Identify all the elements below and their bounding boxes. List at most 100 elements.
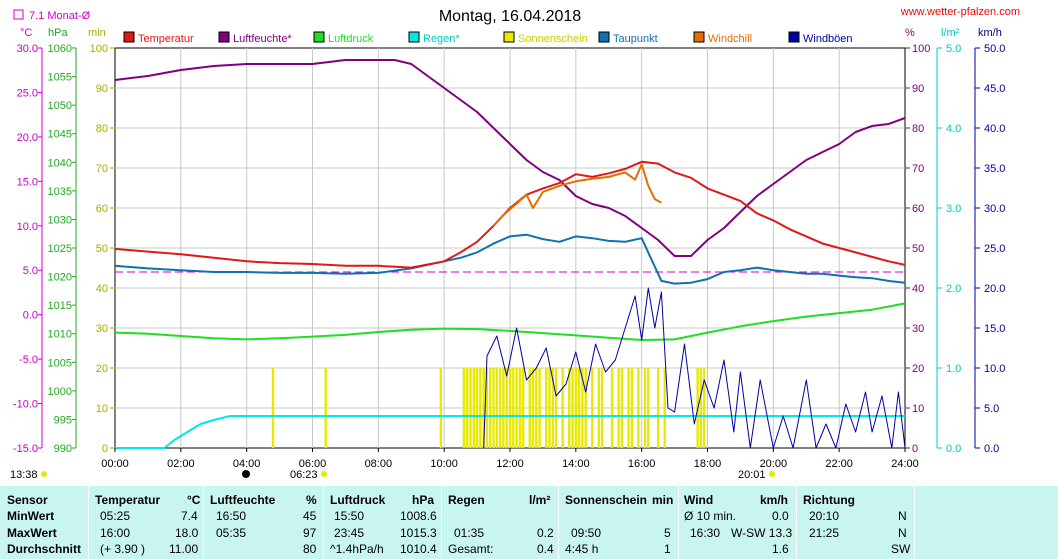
temperatur-min-val: 7.4: [181, 509, 198, 523]
sun-tick-label: 70: [96, 163, 108, 175]
pressure-tick-label: 1060: [48, 43, 72, 55]
row-label-minwert: MinWert: [7, 509, 55, 523]
sun-tick-label: 100: [90, 43, 108, 55]
wind-tick-label: 20.0: [984, 283, 1005, 295]
legend-label: Taupunkt: [613, 33, 658, 45]
rain-tick-label: 4.0: [946, 123, 961, 135]
rain-tick-label: 2.0: [946, 283, 961, 295]
wind-min-time: Ø 10 min.: [684, 509, 737, 523]
sonnenschein-header: Sonnenschein: [565, 493, 648, 507]
sunshine-bar: [591, 368, 594, 448]
pressure-unit: hPa: [48, 27, 68, 39]
website-link[interactable]: www.wetter-pfalzen.com: [900, 6, 1020, 18]
sonnenschein-avg-note: 4:45 h: [565, 542, 599, 556]
luftdruck-min-val: 1008.6: [400, 509, 437, 523]
humidity-tick-label: 10: [912, 403, 924, 415]
luftfeuchte-max-val: 97: [303, 526, 317, 540]
humidity-tick-label: 60: [912, 203, 924, 215]
sunshine-bar: [703, 368, 706, 448]
sunshine-bar: [515, 368, 518, 448]
x-tick-label: 12:00: [496, 458, 524, 470]
richtung-header: Richtung: [803, 493, 855, 507]
wind-max-val: W-SW 13.3: [731, 526, 793, 540]
sunshine-bar: [627, 368, 630, 448]
x-tick-label: 04:00: [233, 458, 261, 470]
temp-tick-label: 15.0: [17, 176, 38, 188]
sunshine-bar: [597, 368, 601, 448]
sunshine-bar: [469, 368, 472, 448]
sunshine-bar: [647, 368, 650, 448]
stats-col-richtung: Richtung 20:10 N 21:25 N SW: [797, 486, 915, 559]
pressure-tick-label: 1055: [48, 72, 72, 84]
wind-tick-label: 0.0: [984, 443, 999, 455]
sunshine-bar: [551, 368, 554, 448]
pressure-tick-label: 1015: [48, 300, 72, 312]
stats-table: Sensor MinWert MaxWert Durchschnitt Temp…: [0, 486, 1058, 559]
stats-col-luftdruck: Luftdruck hPa 15:50 1008.6 23:45 1015.3 …: [324, 486, 442, 559]
pressure-tick-label: 1030: [48, 214, 72, 226]
sonnenschein-avg-val: 1: [664, 542, 671, 556]
sunshine-bar: [535, 368, 538, 448]
richtung-max-val: N: [898, 526, 907, 540]
sunshine-bar: [568, 368, 571, 448]
sunshine-bar: [271, 368, 275, 448]
wind-tick-label: 10.0: [984, 363, 1005, 375]
sunshine-bar: [538, 368, 541, 448]
x-tick-label: 08:00: [365, 458, 393, 470]
temperatur-max-time: 16:00: [100, 526, 131, 540]
series-line-windchill: [492, 163, 662, 227]
sunshine-bar: [521, 368, 525, 448]
chart-title: Montag, 16.04.2018: [439, 8, 581, 25]
moonrise-time: 13:38: [10, 469, 38, 481]
luftfeuchte-avg-val: 80: [303, 542, 317, 556]
x-tick-label: 24:00: [891, 458, 919, 470]
pressure-tick-label: 1010: [48, 329, 72, 341]
luftdruck-header: Luftdruck: [330, 493, 386, 507]
sunshine-bar: [577, 368, 581, 448]
sunshine-bar: [324, 368, 327, 448]
richtung-max-time: 21:25: [809, 526, 840, 540]
sun-tick-label: 20: [96, 363, 108, 375]
sun-tick-label: 60: [96, 203, 108, 215]
sonnenschein-max-time: 09:50: [571, 526, 602, 540]
wind-avg-val: 1.6: [772, 542, 789, 556]
stats-col-luftfeuchte: Luftfeuchte % 16:50 45 05:35 97 80: [204, 486, 324, 559]
series-line-taupunkt: [114, 233, 906, 285]
sunshine-bar: [528, 368, 531, 448]
regen-avg-note: Gesamt:: [448, 542, 494, 556]
sun-tick-label: 30: [96, 323, 108, 335]
temperatur-header: Temperatur: [95, 493, 161, 507]
temperatur-unit: °C: [187, 493, 201, 507]
x-tick-label: 20:00: [760, 458, 788, 470]
luftfeuchte-unit: %: [306, 493, 317, 507]
x-tick-label: 10:00: [430, 458, 458, 470]
sun-tick-label: 50: [96, 243, 108, 255]
legend-swatch: [313, 31, 325, 43]
rain-tick-label: 1.0: [946, 363, 961, 375]
humidity-tick-label: 80: [912, 123, 924, 135]
sunshine-bar: [531, 368, 535, 448]
humidity-tick-label: 30: [912, 323, 924, 335]
temp-tick-label: 30.0: [17, 43, 38, 55]
temperatur-min-time: 05:25: [100, 509, 131, 523]
sunshine-bar: [485, 368, 489, 448]
sun-tick-label: 0: [102, 443, 108, 455]
wind-unit: km/h: [978, 27, 1002, 39]
sunshine-bar: [498, 368, 502, 448]
stats-col-regen: Regen l/m² 01:35 0.2 Gesamt: 0.4: [442, 486, 559, 559]
sunshine-bar: [637, 368, 640, 448]
sunshine-bar: [482, 368, 485, 448]
legend-label: Windböen: [803, 33, 853, 45]
weather-chart: 30.0 25.0 20.0 15.0 10.0 5.0 0.0 -5.0 -10.0 -15.0…: [10, 6, 1020, 481]
legend-label: Luftdruck: [328, 33, 374, 45]
legend-swatch: [598, 31, 610, 43]
series-line-luftfeuchte: [114, 59, 906, 257]
sunshine-bar: [663, 368, 666, 448]
regen-max-val: 0.2: [537, 526, 554, 540]
legend-swatch: [788, 31, 800, 43]
legend-swatch: [123, 31, 135, 43]
luftfeuchte-header: Luftfeuchte: [210, 493, 276, 507]
temp-tick-label: -5.0: [19, 354, 38, 366]
temp-tick-label: -10.0: [13, 399, 38, 411]
wind-tick-label: 30.0: [984, 203, 1005, 215]
